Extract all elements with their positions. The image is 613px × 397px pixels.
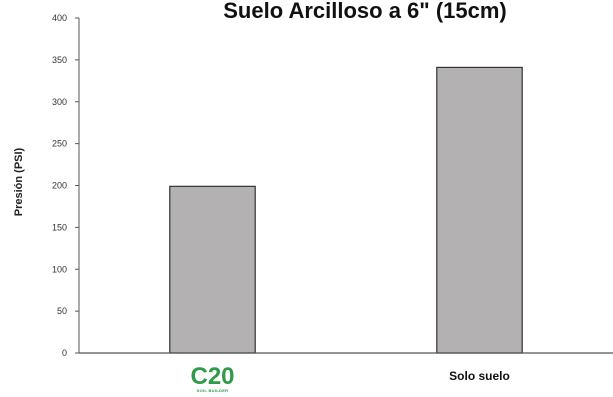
c20-logo-subtitle: SOIL BUILDER — [197, 388, 229, 393]
y-tick-label: 250 — [52, 139, 67, 149]
y-tick-label: 0 — [62, 348, 67, 358]
y-axis-label: Presión (PSI) — [13, 147, 25, 216]
category-label-c20: C20 — [190, 363, 234, 390]
y-ticks-layer: 0 50 100 150 200 250 300 350 400 — [52, 13, 79, 358]
chart-title: Suelo Arcilloso a 6" (15cm) — [223, 0, 507, 23]
y-tick-label: 50 — [57, 306, 67, 316]
bar-0 — [169, 185, 256, 354]
y-tick-label: 400 — [52, 13, 67, 23]
y-tick-label: 150 — [52, 222, 67, 232]
category-label-1: Solo suelo — [449, 369, 510, 383]
bar-1 — [436, 66, 523, 354]
y-tick-label: 300 — [52, 97, 67, 107]
y-tick-label: 200 — [52, 181, 67, 191]
y-tick-label: 100 — [52, 264, 67, 274]
y-tick-label: 350 — [52, 55, 67, 65]
bars-layer — [169, 66, 523, 354]
